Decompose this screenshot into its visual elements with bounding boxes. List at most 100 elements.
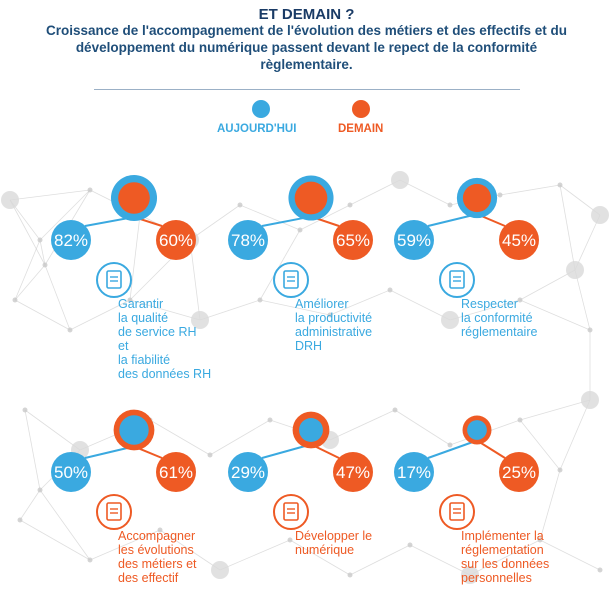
value-label-demain: 61% — [159, 463, 193, 482]
legend-dot-demain — [352, 100, 370, 118]
page-title: ET DEMAIN ? — [258, 6, 355, 23]
item-label-line: et — [118, 339, 129, 353]
network-link — [219, 539, 291, 571]
subtitle-line-1: Croissance de l'accompagnement de l'évol… — [45, 23, 568, 38]
network-link — [19, 489, 41, 521]
legend-label-aujourdhui: AUJOURD'HUI — [217, 123, 297, 135]
item-label-line: administrative — [295, 325, 372, 339]
network-node — [517, 297, 523, 303]
productivity-chart-icon — [273, 262, 309, 298]
value-label-demain: 65% — [336, 231, 370, 250]
network-link — [299, 204, 351, 231]
avatar-node — [566, 261, 584, 279]
item-label-line: Respecter — [461, 297, 518, 311]
network-node — [557, 182, 563, 188]
item-label: Garantir la qualité de service RH et la fiab… — [118, 297, 211, 381]
value-label-demain: 47% — [336, 463, 370, 482]
value-label-aujourdhui: 29% — [231, 463, 265, 482]
network-node — [447, 202, 453, 208]
network-node — [67, 327, 73, 333]
bubble-demain — [118, 182, 150, 214]
value-circle-demain — [156, 452, 196, 492]
item-group: 50% 61% Accompagner les évolutions des métie… — [51, 409, 197, 585]
value-label-demain: 45% — [502, 231, 536, 250]
network-link — [519, 419, 561, 471]
network-node — [537, 537, 543, 543]
divider — [94, 89, 520, 90]
network-node — [22, 407, 28, 413]
avatar-node — [391, 171, 409, 189]
subtitle-line-2: développement du numérique passent devan… — [75, 40, 538, 55]
network-link — [574, 269, 591, 331]
item-label-line: Garantir — [118, 297, 163, 311]
icon-ring — [96, 494, 132, 530]
network-link — [209, 419, 271, 456]
network-node — [347, 202, 353, 208]
network-link — [519, 399, 591, 421]
network-link — [519, 299, 591, 331]
network-link — [519, 269, 576, 301]
network-node — [157, 527, 163, 533]
network-link — [399, 179, 451, 206]
network-node — [297, 227, 303, 233]
network-node — [37, 237, 43, 243]
network-link — [539, 539, 601, 571]
item-label-line: Accompagner — [118, 529, 195, 543]
avatar-node — [441, 311, 459, 329]
network-link — [129, 214, 141, 301]
network-link — [349, 544, 411, 576]
network-link — [129, 299, 201, 321]
value-circle-aujourdhui — [51, 452, 91, 492]
icon-shape — [449, 270, 465, 289]
item-label-line: Développer le — [295, 529, 372, 543]
value-label-aujourdhui: 50% — [54, 463, 88, 482]
network-node — [257, 297, 263, 303]
item-label-line: numérique — [295, 543, 354, 557]
network-link — [559, 399, 591, 471]
network-node — [387, 287, 393, 293]
value-circle-demain — [499, 220, 539, 260]
bubble-aujourdhui — [299, 418, 323, 442]
justice-scales-icon — [439, 262, 475, 298]
network-node — [37, 487, 43, 493]
network-link — [149, 419, 211, 456]
network-node — [12, 297, 18, 303]
network-link — [39, 489, 91, 561]
item-group: 78% 65% Améliorer la productivité administra… — [228, 175, 373, 353]
network-link — [239, 204, 301, 231]
certificate-icon — [96, 262, 132, 298]
network-link — [559, 184, 576, 271]
value-label-aujourdhui: 17% — [397, 463, 431, 482]
item-label-line: DRH — [295, 339, 322, 353]
legend-label-demain: DEMAIN — [338, 123, 384, 135]
network-link — [14, 299, 71, 331]
network-node — [87, 557, 93, 563]
network-link — [39, 239, 46, 266]
avatar-node — [191, 311, 209, 329]
icon-ring — [96, 262, 132, 298]
avatar-node — [581, 391, 599, 409]
network-node — [87, 187, 93, 193]
item-group: 82% 60% Garantir la qualité de service RH et l… — [51, 174, 211, 381]
network-node — [407, 542, 413, 548]
item-label-line: des données RH — [118, 367, 211, 381]
value-label-aujourdhui: 78% — [231, 231, 265, 250]
item-label-line: réglementation — [461, 543, 544, 557]
network-node — [267, 417, 273, 423]
icon-shape — [449, 502, 465, 521]
network-link — [449, 299, 521, 321]
subtitle-line-3: règlementaire. — [260, 57, 353, 72]
network-link — [259, 299, 331, 316]
connector-today — [427, 439, 478, 459]
value-circle-demain — [499, 452, 539, 492]
item-label-line: Implémenter la — [461, 529, 544, 543]
value-circle-demain — [333, 220, 373, 260]
connector-today — [261, 443, 312, 459]
value-label-aujourdhui: 82% — [54, 231, 88, 250]
network-node — [327, 312, 333, 318]
value-circle-aujourdhui — [51, 220, 91, 260]
network-link — [14, 264, 46, 301]
item-label: Accompagner les évolutions des métiers et d… — [118, 529, 197, 585]
network-link — [44, 264, 71, 331]
